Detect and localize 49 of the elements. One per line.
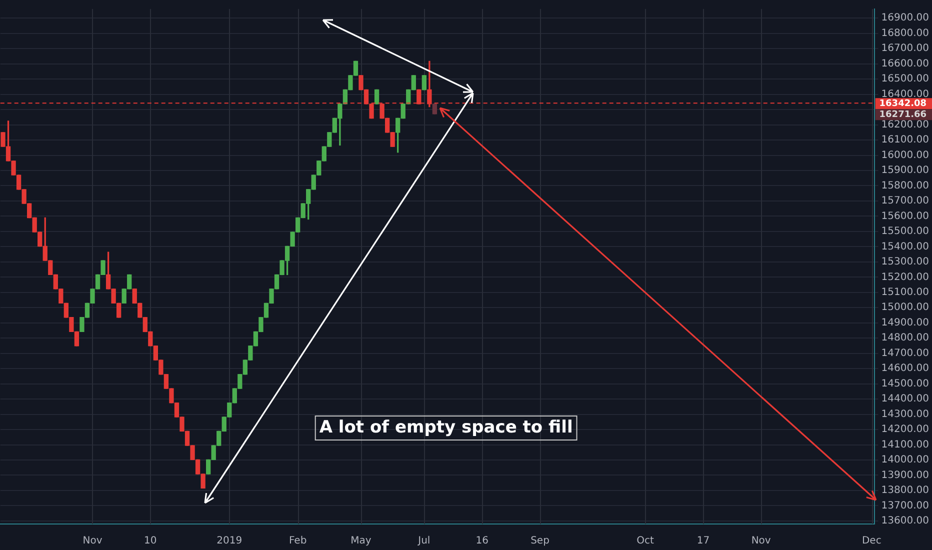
- x-tick-label: Nov: [82, 536, 102, 547]
- text: 16271.66: [879, 110, 927, 120]
- y-tick-label: 16100.00: [881, 134, 930, 146]
- x-tick-label: 2019: [216, 536, 242, 547]
- y-tick-label: 14400.00: [881, 394, 930, 405]
- x-tick-label: 16: [476, 536, 488, 547]
- y-tick-label: 14500.00: [881, 378, 930, 390]
- ref-line-label: 16342.08: [879, 98, 927, 109]
- y-tick-label: 14900.00: [881, 317, 930, 328]
- y-tick-label: 13900.00: [881, 470, 930, 481]
- y-tick-label: 16600.00: [881, 58, 930, 70]
- y-tick-label: 16800.00: [881, 28, 930, 39]
- y-tick-label: 15400.00: [881, 241, 930, 252]
- x-tick-label: Feb: [288, 536, 307, 547]
- x-tick-label: May: [350, 536, 372, 547]
- annotation: A lot of empty space to fill: [319, 417, 573, 438]
- y-tick-label: 15500.00: [881, 226, 930, 238]
- x-tick-label: Jul: [417, 536, 430, 547]
- y-tick-label: 16700.00: [881, 43, 930, 54]
- candlestick: [374, 89, 380, 104]
- y-tick-label: 14100.00: [881, 439, 930, 450]
- y-tick-label: 16400.00: [881, 88, 930, 100]
- y-tick-label: 15200.00: [881, 272, 930, 283]
- y-tick-label: 15000.00: [881, 302, 930, 314]
- x-tick-label: 10: [144, 536, 157, 547]
- y-tick-label: 15700.00: [881, 196, 930, 207]
- y-tick-label: 16500.00: [881, 74, 930, 85]
- y-tick-label: 13700.00: [881, 500, 930, 512]
- y-tick-label: 13600.00: [881, 516, 930, 527]
- x-tick-label: Dec: [862, 536, 882, 547]
- x-tick-label: Sep: [530, 536, 550, 547]
- y-tick-label: 14600.00: [881, 363, 930, 374]
- y-tick-label: 15900.00: [881, 165, 930, 176]
- y-tick-label: 14300.00: [881, 408, 930, 420]
- y-tick-label: 16200.00: [881, 119, 930, 130]
- y-tick-label: 14200.00: [881, 424, 930, 436]
- x-tick-label: Oct: [636, 536, 654, 547]
- y-tick-label: 16900.00: [881, 12, 930, 24]
- y-tick-label: 16000.00: [881, 150, 930, 161]
- y-tick-label: 14700.00: [881, 348, 930, 359]
- x-tick-label: Nov: [751, 536, 771, 547]
- y-tick-label: 15600.00: [881, 210, 930, 222]
- y-tick-label: 14000.00: [881, 454, 930, 466]
- y-tick-label: 14800.00: [881, 332, 930, 344]
- y-tick-label: 13800.00: [881, 485, 930, 496]
- y-tick-label: 15800.00: [881, 180, 930, 192]
- y-tick-label: 15100.00: [881, 286, 930, 298]
- x-tick-label: 17: [696, 536, 710, 547]
- y-tick-label: 15300.00: [881, 256, 930, 268]
